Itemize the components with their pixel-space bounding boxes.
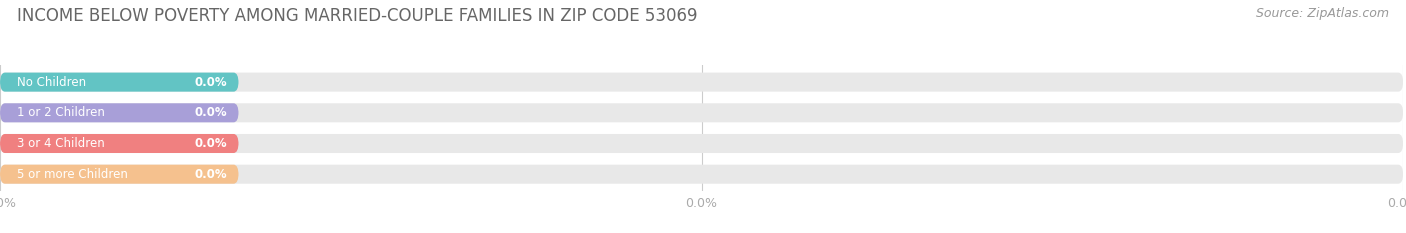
FancyBboxPatch shape [0,165,1403,184]
Text: 5 or more Children: 5 or more Children [17,168,128,181]
FancyBboxPatch shape [0,103,239,122]
Text: Source: ZipAtlas.com: Source: ZipAtlas.com [1256,7,1389,20]
FancyBboxPatch shape [0,73,239,92]
Text: 1 or 2 Children: 1 or 2 Children [17,106,104,119]
FancyBboxPatch shape [0,103,1403,122]
Text: No Children: No Children [17,76,86,89]
FancyBboxPatch shape [0,165,239,184]
Text: 0.0%: 0.0% [194,106,228,119]
FancyBboxPatch shape [0,134,239,153]
Text: 0.0%: 0.0% [194,76,228,89]
Text: 0.0%: 0.0% [194,168,228,181]
Text: 0.0%: 0.0% [194,137,228,150]
Text: INCOME BELOW POVERTY AMONG MARRIED-COUPLE FAMILIES IN ZIP CODE 53069: INCOME BELOW POVERTY AMONG MARRIED-COUPL… [17,7,697,25]
FancyBboxPatch shape [0,73,1403,92]
Text: 3 or 4 Children: 3 or 4 Children [17,137,104,150]
FancyBboxPatch shape [0,134,1403,153]
